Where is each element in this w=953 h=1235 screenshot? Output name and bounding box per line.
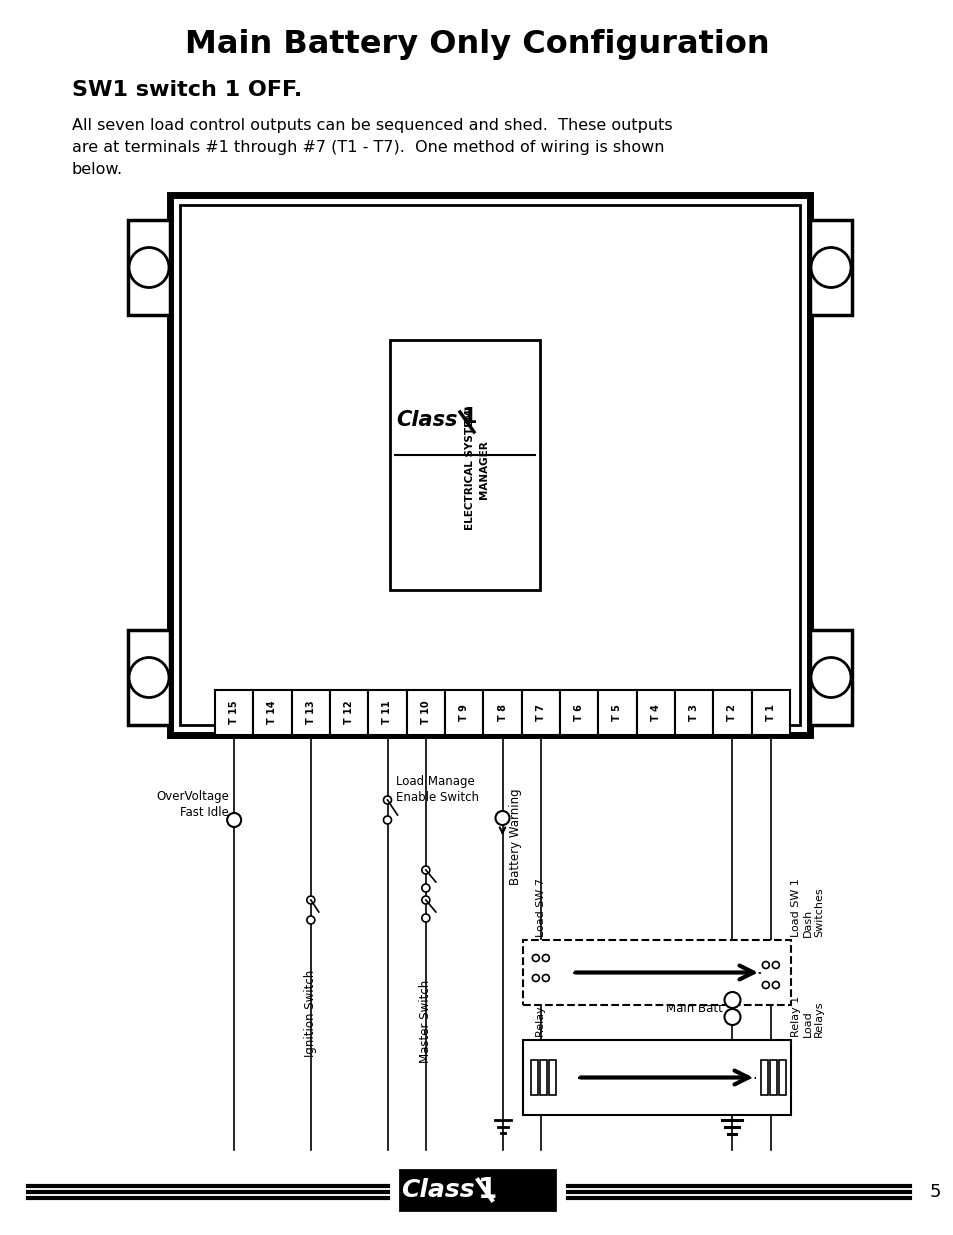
- Text: Class: Class: [401, 1178, 475, 1202]
- Text: Load SW 1
Dash
Switches: Load SW 1 Dash Switches: [790, 878, 823, 937]
- Circle shape: [810, 247, 850, 288]
- Circle shape: [421, 866, 430, 874]
- Text: T 10: T 10: [420, 700, 431, 724]
- Circle shape: [307, 897, 314, 904]
- Bar: [406, 690, 444, 735]
- Circle shape: [772, 982, 779, 988]
- Text: Relay 1
Load
Relays: Relay 1 Load Relays: [790, 995, 823, 1037]
- Text: Load Manage
Enable Switch: Load Manage Enable Switch: [395, 776, 478, 804]
- Text: T 4: T 4: [650, 704, 660, 721]
- Circle shape: [383, 797, 391, 804]
- Circle shape: [421, 897, 430, 904]
- Bar: [368, 690, 406, 735]
- Bar: [809, 220, 851, 315]
- Text: T 6: T 6: [574, 704, 583, 721]
- Circle shape: [227, 813, 241, 827]
- Circle shape: [129, 657, 169, 698]
- Circle shape: [772, 962, 779, 968]
- Bar: [128, 630, 170, 725]
- Circle shape: [129, 247, 169, 288]
- Text: T 15: T 15: [229, 700, 239, 724]
- Bar: [713, 690, 751, 735]
- Circle shape: [421, 884, 430, 892]
- Bar: [170, 195, 809, 735]
- Bar: [636, 690, 675, 735]
- Circle shape: [383, 816, 391, 824]
- Text: T 8: T 8: [497, 704, 507, 721]
- Bar: [128, 220, 170, 315]
- Bar: [330, 690, 368, 735]
- Text: Relay 7: Relay 7: [536, 995, 545, 1037]
- Circle shape: [532, 974, 538, 982]
- Bar: [548, 1060, 556, 1095]
- Text: Master Switch: Master Switch: [419, 981, 432, 1063]
- Bar: [390, 340, 539, 590]
- Circle shape: [495, 811, 509, 825]
- Bar: [180, 205, 800, 725]
- Bar: [760, 1060, 767, 1095]
- Text: T 3: T 3: [688, 704, 699, 721]
- Text: Class: Class: [396, 410, 457, 430]
- Circle shape: [307, 916, 314, 924]
- Bar: [253, 690, 292, 735]
- Text: T 12: T 12: [344, 700, 354, 724]
- Text: T 13: T 13: [306, 700, 315, 724]
- Text: T 5: T 5: [612, 704, 622, 721]
- Text: T 9: T 9: [458, 704, 469, 721]
- Bar: [769, 1060, 776, 1095]
- Circle shape: [761, 982, 768, 988]
- Text: T 11: T 11: [382, 700, 392, 724]
- Text: below.: below.: [71, 162, 123, 177]
- Text: T 14: T 14: [267, 700, 277, 724]
- Text: OverVoltage
Fast Idle: OverVoltage Fast Idle: [156, 790, 229, 819]
- Circle shape: [532, 955, 538, 962]
- Bar: [751, 690, 789, 735]
- Text: All seven load control outputs can be sequenced and shed.  These outputs: All seven load control outputs can be se…: [71, 119, 672, 133]
- Bar: [444, 690, 483, 735]
- Circle shape: [723, 992, 740, 1008]
- Circle shape: [541, 974, 549, 982]
- Bar: [521, 690, 559, 735]
- Bar: [539, 1060, 546, 1095]
- Text: Main Batt: Main Batt: [665, 1002, 721, 1014]
- Text: are at terminals #1 through #7 (T1 - T7).  One method of wiring is shown: are at terminals #1 through #7 (T1 - T7)…: [71, 140, 664, 156]
- Text: Ignition Switch: Ignition Switch: [304, 969, 317, 1057]
- Text: T 2: T 2: [727, 704, 737, 721]
- Circle shape: [421, 914, 430, 923]
- Text: 5: 5: [928, 1183, 940, 1200]
- Text: 1: 1: [477, 1176, 497, 1204]
- Text: Main Battery Only Configuration: Main Battery Only Configuration: [185, 30, 768, 61]
- Bar: [778, 1060, 785, 1095]
- Circle shape: [761, 962, 768, 968]
- Text: SW1 switch 1 OFF.: SW1 switch 1 OFF.: [71, 80, 302, 100]
- Circle shape: [810, 657, 850, 698]
- Circle shape: [541, 955, 549, 962]
- Circle shape: [723, 1009, 740, 1025]
- Bar: [559, 690, 598, 735]
- Text: 1: 1: [461, 408, 477, 427]
- Bar: [675, 690, 713, 735]
- Text: T 7: T 7: [536, 704, 545, 721]
- Bar: [292, 690, 330, 735]
- Text: T 1: T 1: [765, 704, 775, 721]
- Bar: [530, 1060, 537, 1095]
- Text: ELECTRICAL SYSTEM: ELECTRICAL SYSTEM: [464, 410, 475, 530]
- Bar: [522, 1040, 790, 1115]
- Bar: [809, 630, 851, 725]
- Text: MANAGER: MANAGER: [478, 441, 489, 499]
- Bar: [598, 690, 636, 735]
- Bar: [399, 1170, 555, 1210]
- Bar: [522, 940, 790, 1005]
- Text: Load SW 7: Load SW 7: [536, 878, 545, 937]
- Bar: [483, 690, 521, 735]
- Bar: [214, 690, 253, 735]
- Text: Battery Warning: Battery Warning: [508, 788, 521, 884]
